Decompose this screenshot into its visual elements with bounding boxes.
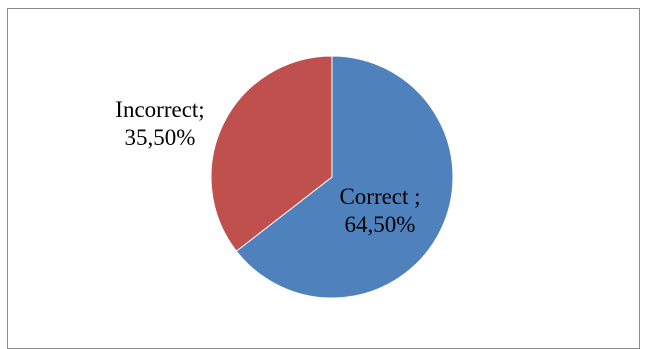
pie-slice-correct [235, 55, 454, 299]
data-label-correct: Correct ; 64,50% [339, 184, 420, 237]
pie-slice-incorrect [210, 55, 333, 252]
pie-slices [210, 55, 454, 299]
pie-labels: Correct ; 64,50% Incorrect; 35,50% [115, 97, 420, 237]
data-label-incorrect: Incorrect; 35,50% [115, 97, 204, 150]
